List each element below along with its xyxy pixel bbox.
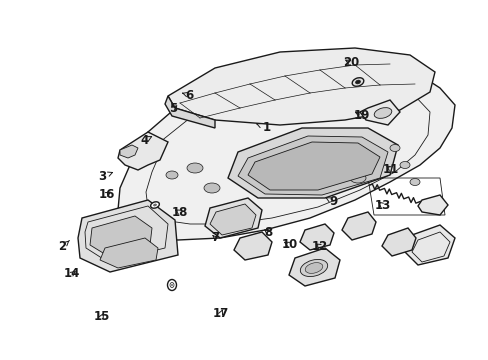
Text: 3: 3: [99, 170, 112, 183]
Polygon shape: [247, 142, 379, 190]
Text: 8: 8: [264, 226, 271, 239]
Polygon shape: [118, 132, 168, 170]
Polygon shape: [78, 200, 178, 272]
Ellipse shape: [171, 284, 173, 286]
Polygon shape: [404, 225, 454, 265]
Text: 12: 12: [311, 240, 328, 253]
Ellipse shape: [305, 263, 322, 273]
Text: 7: 7: [211, 231, 219, 244]
Ellipse shape: [170, 283, 174, 288]
Polygon shape: [299, 224, 333, 250]
Ellipse shape: [331, 149, 351, 161]
Text: 13: 13: [373, 199, 390, 212]
Polygon shape: [100, 238, 158, 268]
Ellipse shape: [203, 183, 220, 193]
Text: 19: 19: [353, 109, 369, 122]
Ellipse shape: [300, 260, 327, 276]
Polygon shape: [204, 198, 262, 238]
Ellipse shape: [409, 179, 419, 185]
Text: 5: 5: [169, 102, 177, 114]
Polygon shape: [227, 128, 397, 198]
Ellipse shape: [351, 78, 363, 86]
Polygon shape: [118, 62, 454, 240]
Ellipse shape: [355, 80, 360, 84]
Polygon shape: [90, 216, 152, 256]
Polygon shape: [164, 96, 215, 128]
Text: 6: 6: [182, 89, 193, 102]
Text: 20: 20: [342, 57, 359, 69]
Text: 16: 16: [98, 188, 115, 201]
Ellipse shape: [389, 144, 399, 152]
Polygon shape: [359, 100, 399, 125]
Text: 9: 9: [325, 195, 337, 208]
Polygon shape: [238, 136, 387, 195]
Ellipse shape: [373, 108, 391, 118]
Polygon shape: [341, 212, 375, 240]
Text: 18: 18: [171, 206, 188, 219]
Ellipse shape: [165, 171, 178, 179]
Polygon shape: [417, 195, 447, 215]
Ellipse shape: [167, 279, 176, 291]
Text: 10: 10: [281, 238, 297, 251]
Polygon shape: [209, 204, 256, 235]
Text: 14: 14: [64, 267, 81, 280]
Ellipse shape: [150, 202, 159, 208]
Ellipse shape: [153, 204, 156, 206]
Ellipse shape: [186, 163, 203, 173]
Text: 17: 17: [212, 307, 229, 320]
Polygon shape: [288, 248, 339, 286]
Polygon shape: [234, 232, 271, 260]
Text: 2: 2: [59, 240, 69, 253]
Ellipse shape: [399, 162, 409, 168]
Ellipse shape: [349, 173, 365, 183]
Text: 11: 11: [382, 163, 399, 176]
Polygon shape: [120, 145, 138, 158]
Polygon shape: [168, 48, 434, 125]
Text: 1: 1: [256, 121, 270, 134]
Text: 4: 4: [140, 134, 151, 147]
Polygon shape: [381, 228, 415, 256]
Text: 15: 15: [93, 310, 110, 323]
